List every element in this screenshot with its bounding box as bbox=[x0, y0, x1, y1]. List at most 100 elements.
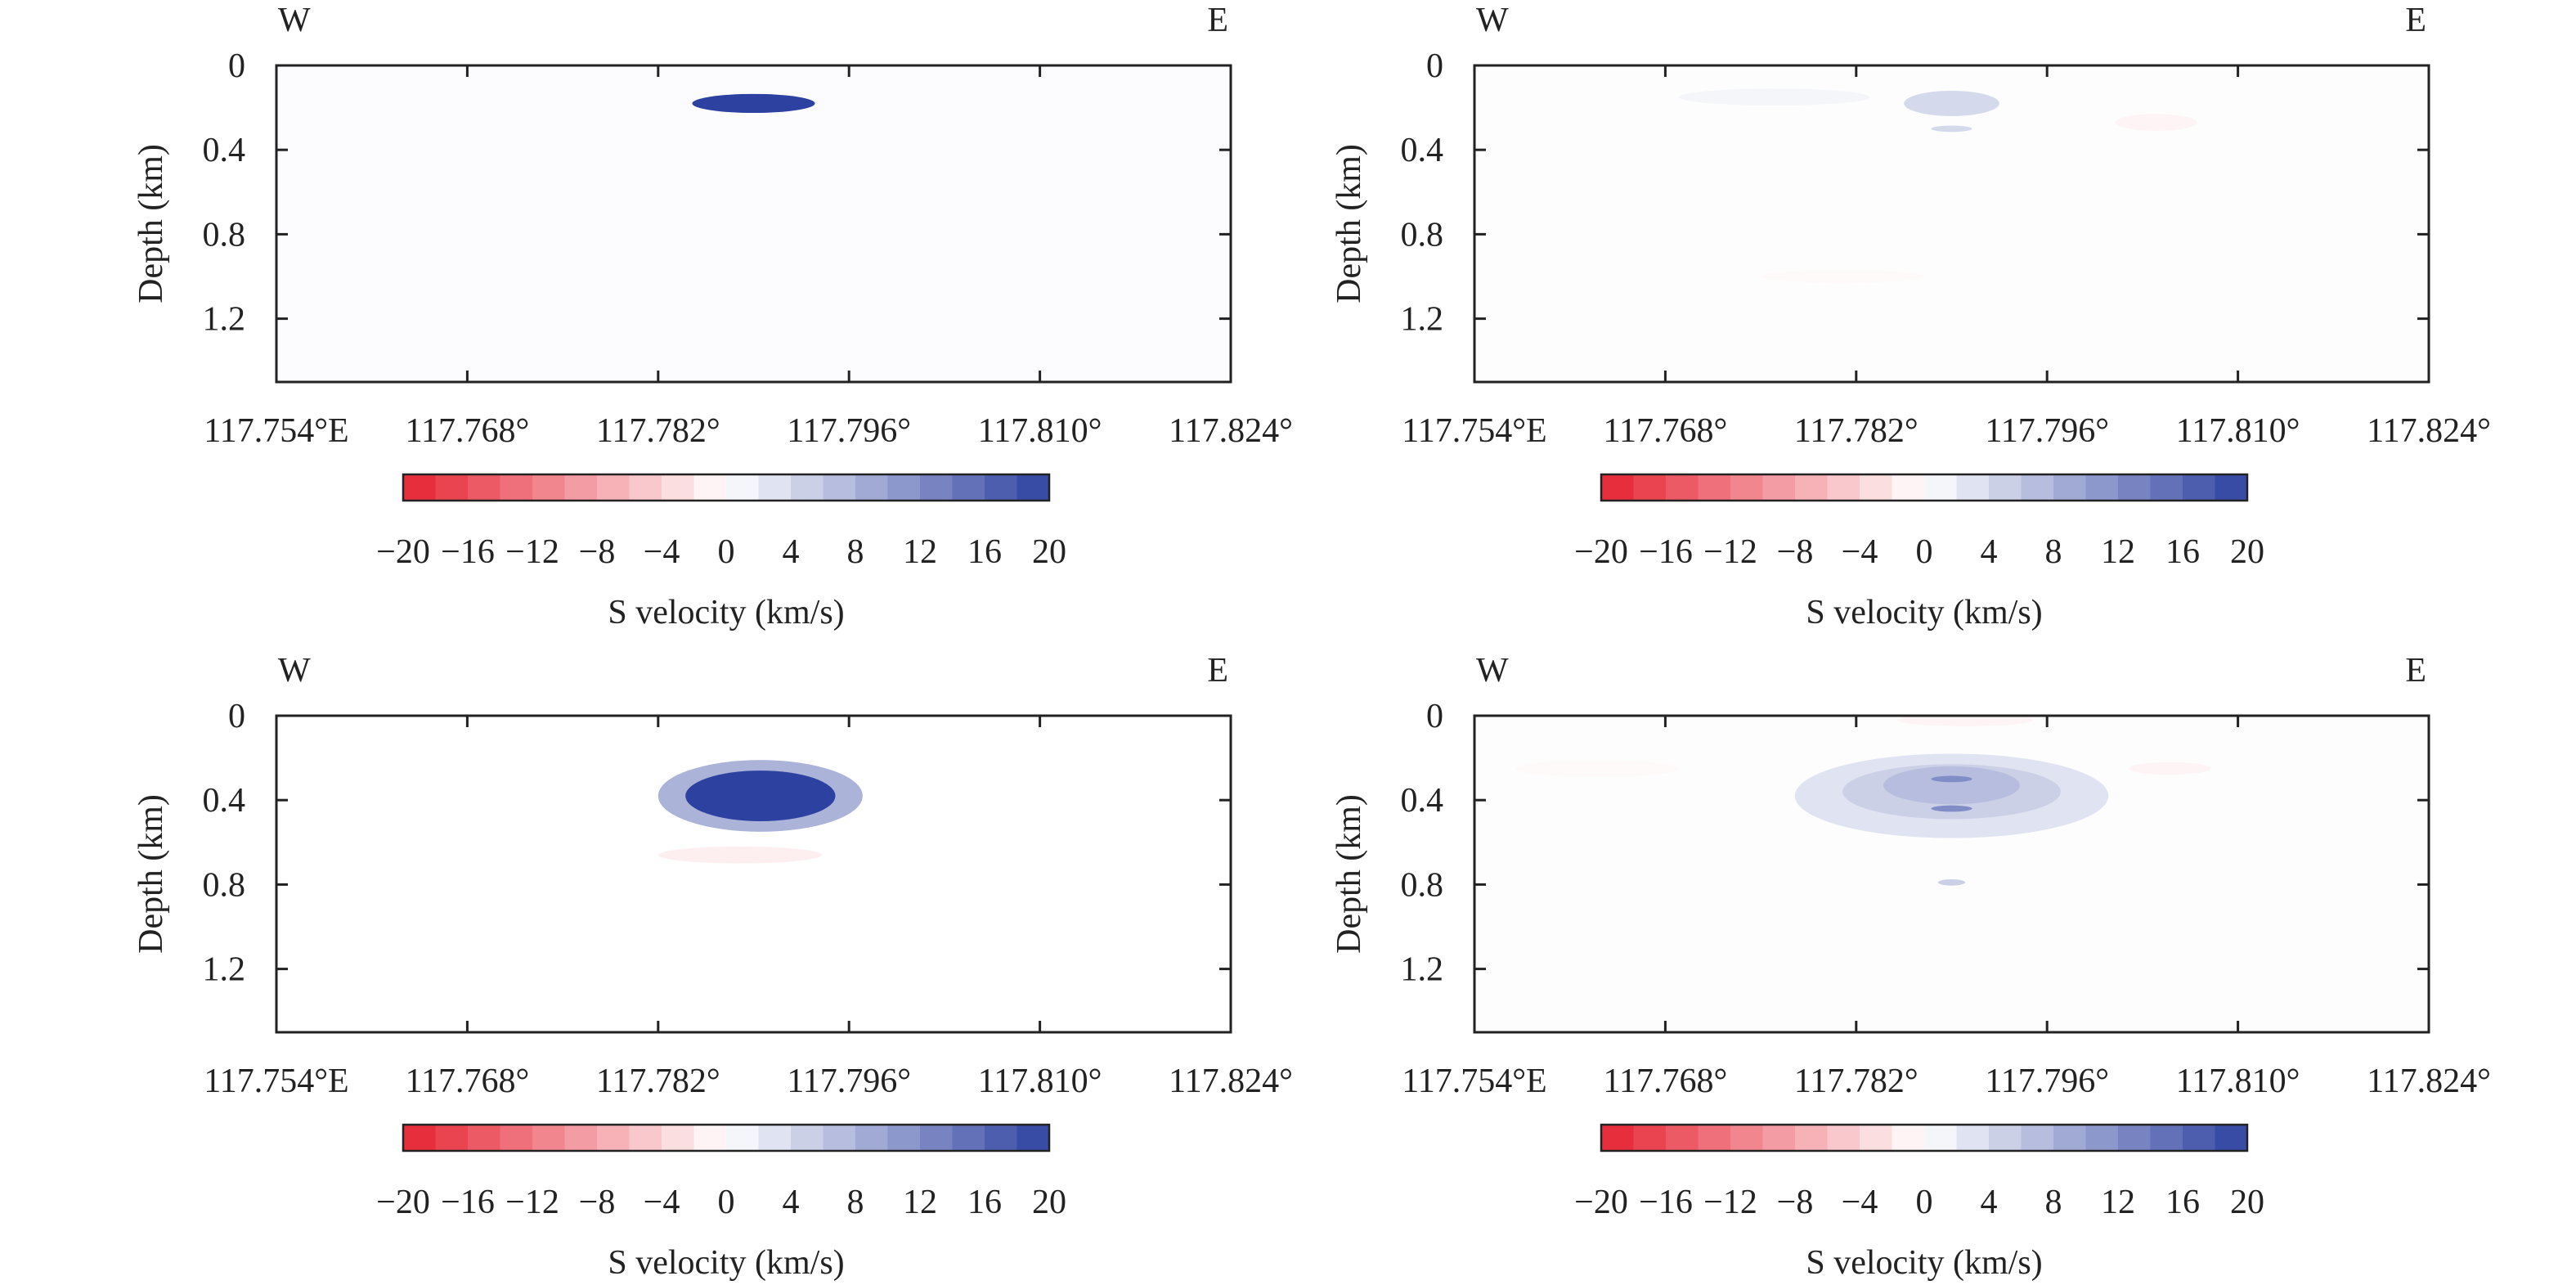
west-label: W bbox=[278, 2, 311, 39]
plot-frame bbox=[275, 714, 1232, 1034]
colorbar-segment bbox=[1016, 474, 1050, 501]
plot-frame bbox=[1473, 714, 2430, 1034]
colorbar-label: S velocity (km/s) bbox=[608, 1244, 844, 1282]
x-tick-label: 117.810° bbox=[2176, 412, 2300, 450]
x-tick-label: 117.782° bbox=[596, 412, 720, 450]
colorbar bbox=[402, 1123, 1051, 1152]
colorbar-segment bbox=[1795, 1125, 1829, 1151]
colorbar-tick-label: 20 bbox=[2230, 533, 2264, 571]
colorbar-tick-label: 8 bbox=[2045, 533, 2062, 571]
colorbar-segment bbox=[791, 474, 824, 501]
colorbar-tick-label: −12 bbox=[1703, 1184, 1757, 1221]
y-tick-label: 0.8 bbox=[1401, 216, 1444, 254]
colorbar-frame bbox=[1600, 473, 2249, 502]
y-tick-label: 0.4 bbox=[1401, 132, 1444, 169]
colorbar-tick-label: −4 bbox=[644, 533, 680, 571]
colorbar-segment bbox=[855, 1125, 889, 1151]
velocity-anomaly-3 bbox=[1883, 766, 2020, 805]
velocity-anomaly-9 bbox=[1515, 760, 1680, 777]
y-tick-label: 0.4 bbox=[1401, 782, 1444, 820]
colorbar-segment bbox=[1633, 1125, 1667, 1151]
colorbar-segment bbox=[1795, 474, 1829, 501]
x-tick-label: 117.768° bbox=[406, 412, 530, 450]
colorbar bbox=[402, 473, 1051, 502]
colorbar-segment bbox=[597, 474, 631, 501]
colorbar-segment bbox=[2053, 474, 2087, 501]
plot-frame bbox=[275, 64, 1232, 384]
velocity-field-background bbox=[1474, 65, 2429, 382]
colorbar-segment bbox=[1924, 1125, 1958, 1151]
colorbar-segment bbox=[2085, 1125, 2119, 1151]
colorbar-segment bbox=[758, 1125, 792, 1151]
y-tick-label: 1.2 bbox=[203, 301, 246, 339]
colorbar-tick-label: −12 bbox=[1703, 533, 1757, 571]
y-axis-label: Depth (km) bbox=[132, 794, 170, 954]
velocity-anomaly-1 bbox=[692, 93, 815, 114]
colorbar-tick-label: −20 bbox=[1574, 1184, 1628, 1221]
colorbar-segment bbox=[1698, 474, 1731, 501]
colorbar-segment bbox=[887, 1125, 921, 1151]
colorbar-segment bbox=[532, 1125, 566, 1151]
x-tick-label: 117.754°E bbox=[1402, 412, 1546, 450]
colorbar-tick-label: −4 bbox=[644, 1184, 680, 1221]
y-tick-label: 1.2 bbox=[1401, 301, 1444, 339]
colorbar-tick-label: 20 bbox=[1032, 1184, 1066, 1221]
colorbar-segment bbox=[823, 1125, 856, 1151]
y-tick-label: 0 bbox=[1426, 47, 1443, 85]
colorbar-segment bbox=[823, 474, 856, 501]
x-tick-label: 117.810° bbox=[2176, 1063, 2300, 1100]
colorbar-segment bbox=[1860, 474, 1893, 501]
east-label: E bbox=[1207, 652, 1228, 690]
colorbar-segment bbox=[2118, 474, 2152, 501]
y-tick-label: 0.8 bbox=[1401, 866, 1444, 904]
colorbar-segment bbox=[1762, 1125, 1796, 1151]
colorbar-segment bbox=[2053, 1125, 2087, 1151]
colorbar-tick-label: 8 bbox=[847, 1184, 864, 1221]
colorbar-tick-label: −20 bbox=[1574, 533, 1628, 571]
colorbar-segment bbox=[952, 474, 985, 501]
colorbar-tick-label: 0 bbox=[1916, 533, 1933, 571]
colorbar-segment bbox=[564, 1125, 598, 1151]
colorbar-tick-label: −8 bbox=[579, 1184, 616, 1221]
colorbar-segment bbox=[1730, 1125, 1764, 1151]
colorbar-tick-label: 20 bbox=[2230, 1184, 2264, 1221]
y-tick-label: 0.8 bbox=[203, 216, 246, 254]
x-tick-label: 117.796° bbox=[787, 412, 911, 450]
x-tick-label: 117.782° bbox=[1794, 412, 1919, 450]
colorbar-segment bbox=[2183, 1125, 2216, 1151]
colorbar-tick-label: 16 bbox=[967, 1184, 1002, 1221]
colorbar-segment bbox=[435, 1125, 469, 1151]
colorbar-segment bbox=[693, 474, 727, 501]
colorbar-label: S velocity (km/s) bbox=[1806, 594, 2042, 631]
y-tick-label: 0 bbox=[228, 698, 245, 735]
velocity-anomaly-4 bbox=[1679, 88, 1870, 106]
colorbar-segment bbox=[662, 474, 695, 501]
colorbar-segment bbox=[985, 474, 1018, 501]
colorbar-segment bbox=[1892, 474, 1925, 501]
colorbar-segment bbox=[500, 1125, 533, 1151]
colorbar-tick-label: 20 bbox=[1032, 533, 1066, 571]
colorbar-label: S velocity (km/s) bbox=[608, 594, 844, 631]
colorbar-segment bbox=[1633, 474, 1667, 501]
colorbar-segment bbox=[629, 474, 662, 501]
y-axis-label: Depth (km) bbox=[1331, 144, 1368, 303]
colorbar-segment bbox=[693, 1125, 727, 1151]
colorbar-tick-label: 12 bbox=[903, 533, 937, 571]
y-axis-label: Depth (km) bbox=[132, 144, 170, 303]
colorbar-segment bbox=[468, 1125, 501, 1151]
colorbar-tick-label: −4 bbox=[1842, 533, 1878, 571]
x-tick-label: 117.754°E bbox=[204, 1063, 348, 1100]
x-tick-label: 117.810° bbox=[978, 1063, 1102, 1100]
x-tick-label: 117.810° bbox=[978, 412, 1102, 450]
velocity-anomaly-2 bbox=[685, 771, 836, 821]
east-label: E bbox=[1207, 2, 1228, 39]
colorbar-segment bbox=[435, 474, 469, 501]
colorbar-segment bbox=[1698, 1125, 1731, 1151]
colorbar-segment bbox=[532, 474, 566, 501]
velocity-anomaly-6 bbox=[1937, 878, 1966, 886]
colorbar-frame bbox=[402, 1123, 1051, 1152]
colorbar-segment bbox=[662, 1125, 695, 1151]
colorbar-tick-label: −8 bbox=[579, 533, 616, 571]
west-label: W bbox=[1476, 652, 1509, 690]
colorbar-segment bbox=[1989, 1125, 2022, 1151]
